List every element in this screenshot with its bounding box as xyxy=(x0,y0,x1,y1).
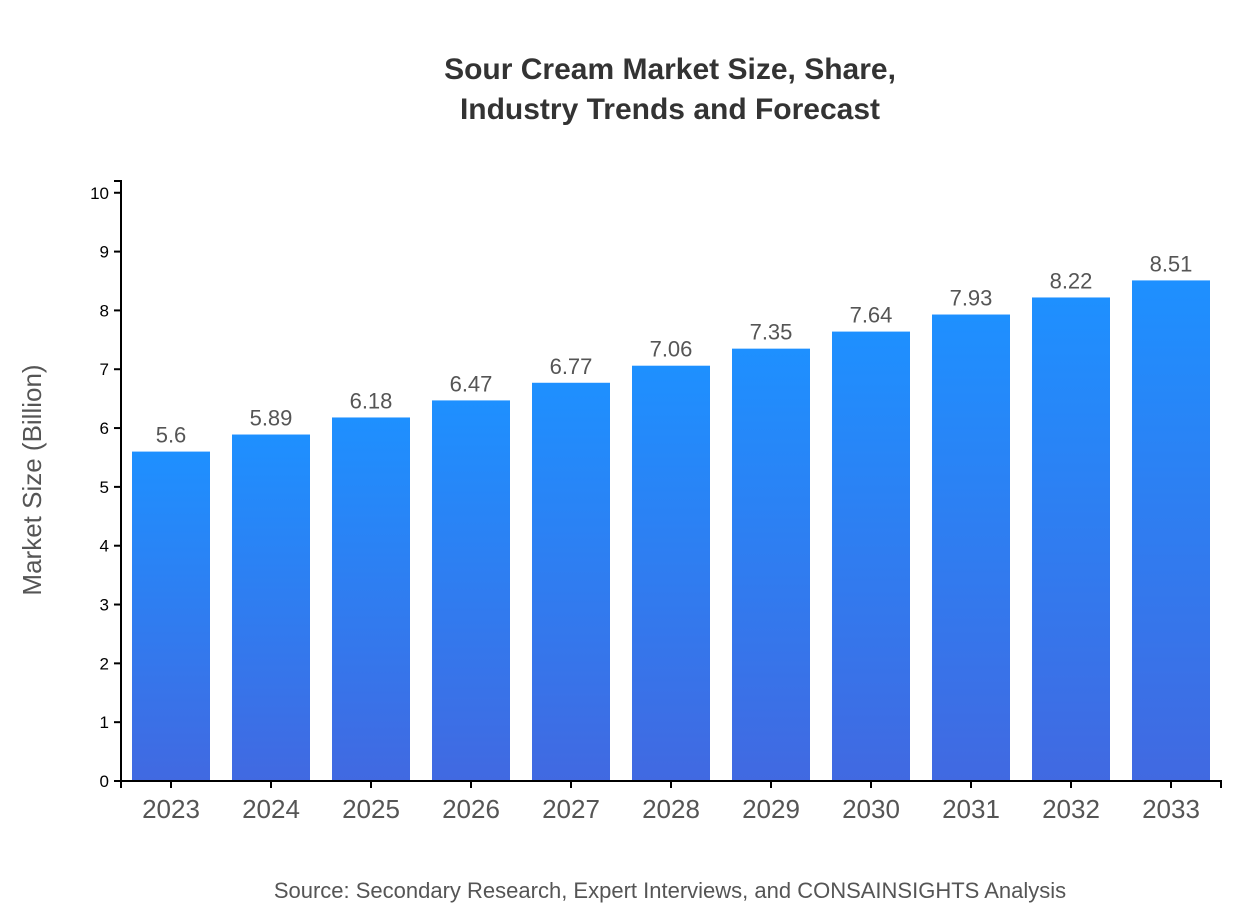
bar-2026 xyxy=(432,400,510,781)
x-tick-label: 2025 xyxy=(342,794,400,824)
y-tick-label: 6 xyxy=(100,419,109,438)
x-tick-label: 2032 xyxy=(1042,794,1100,824)
bar-2033 xyxy=(1132,280,1210,781)
bar-2032 xyxy=(1032,297,1110,781)
y-tick-label: 10 xyxy=(90,184,109,203)
y-tick-label: 9 xyxy=(100,243,109,262)
y-axis: 0 1 2 3 4 5 6 7 8 9 10 xyxy=(90,180,122,791)
y-axis-label: Market Size (Billion) xyxy=(17,364,47,595)
y-axis-line xyxy=(114,180,122,781)
y-tick-label: 2 xyxy=(100,654,109,673)
bar-2030 xyxy=(832,331,910,781)
data-label-2023: 5.6 xyxy=(156,423,187,448)
x-tick-label: 2027 xyxy=(542,794,600,824)
x-tick-label: 2026 xyxy=(442,794,500,824)
chart-title-line-1: Sour Cream Market Size, Share, xyxy=(444,53,896,86)
bar-2031 xyxy=(932,314,1010,781)
bar-2027 xyxy=(532,382,610,781)
x-tick-label: 2028 xyxy=(642,794,700,824)
chart-title-line-2: Industry Trends and Forecast xyxy=(459,93,881,126)
data-label-2030: 7.64 xyxy=(850,303,893,328)
y-tick-label: 8 xyxy=(100,301,109,320)
x-tick-label: 2033 xyxy=(1142,794,1200,824)
x-axis-line xyxy=(120,780,1222,788)
x-tick-label: 2029 xyxy=(742,794,800,824)
x-axis: 2023 2024 2025 2026 2027 2028 2029 2030 2031 2032… xyxy=(120,780,1222,824)
bar-2029 xyxy=(732,348,810,781)
data-label-2033: 8.51 xyxy=(1150,251,1193,276)
bar-2024 xyxy=(232,434,310,781)
source-note: Source: Secondary Research, Expert Inter… xyxy=(273,878,1067,903)
y-tick-label: 0 xyxy=(100,772,109,791)
y-tick-label: 7 xyxy=(100,360,109,379)
data-label-2029: 7.35 xyxy=(750,320,793,345)
data-label-2027: 6.77 xyxy=(550,354,593,379)
data-label-2024: 5.89 xyxy=(250,406,293,431)
x-tick-label: 2023 xyxy=(142,794,200,824)
bar-2025 xyxy=(332,417,410,781)
data-label-2026: 6.47 xyxy=(450,371,493,396)
y-tick-label: 4 xyxy=(100,537,109,556)
y-tick-label: 1 xyxy=(100,713,109,732)
data-label-2031: 7.93 xyxy=(950,286,993,311)
x-tick-label: 2024 xyxy=(242,794,300,824)
bars xyxy=(132,280,1210,781)
y-tick-label: 5 xyxy=(100,478,109,497)
bar-2023 xyxy=(132,451,210,781)
y-tick-label: 3 xyxy=(100,596,109,615)
bar-2028 xyxy=(632,365,710,781)
chart-title: Sour Cream Market Size, Share, Industry … xyxy=(0,50,1260,130)
x-tick-label: 2031 xyxy=(942,794,1000,824)
data-labels: 5.6 5.89 6.18 6.47 6.77 7.06 7.35 7.64 7.93 8.22 8… xyxy=(156,251,1193,447)
data-label-2028: 7.06 xyxy=(650,337,693,362)
data-label-2032: 8.22 xyxy=(1050,268,1093,293)
x-tick-label: 2030 xyxy=(842,794,900,824)
data-label-2025: 6.18 xyxy=(350,388,393,413)
